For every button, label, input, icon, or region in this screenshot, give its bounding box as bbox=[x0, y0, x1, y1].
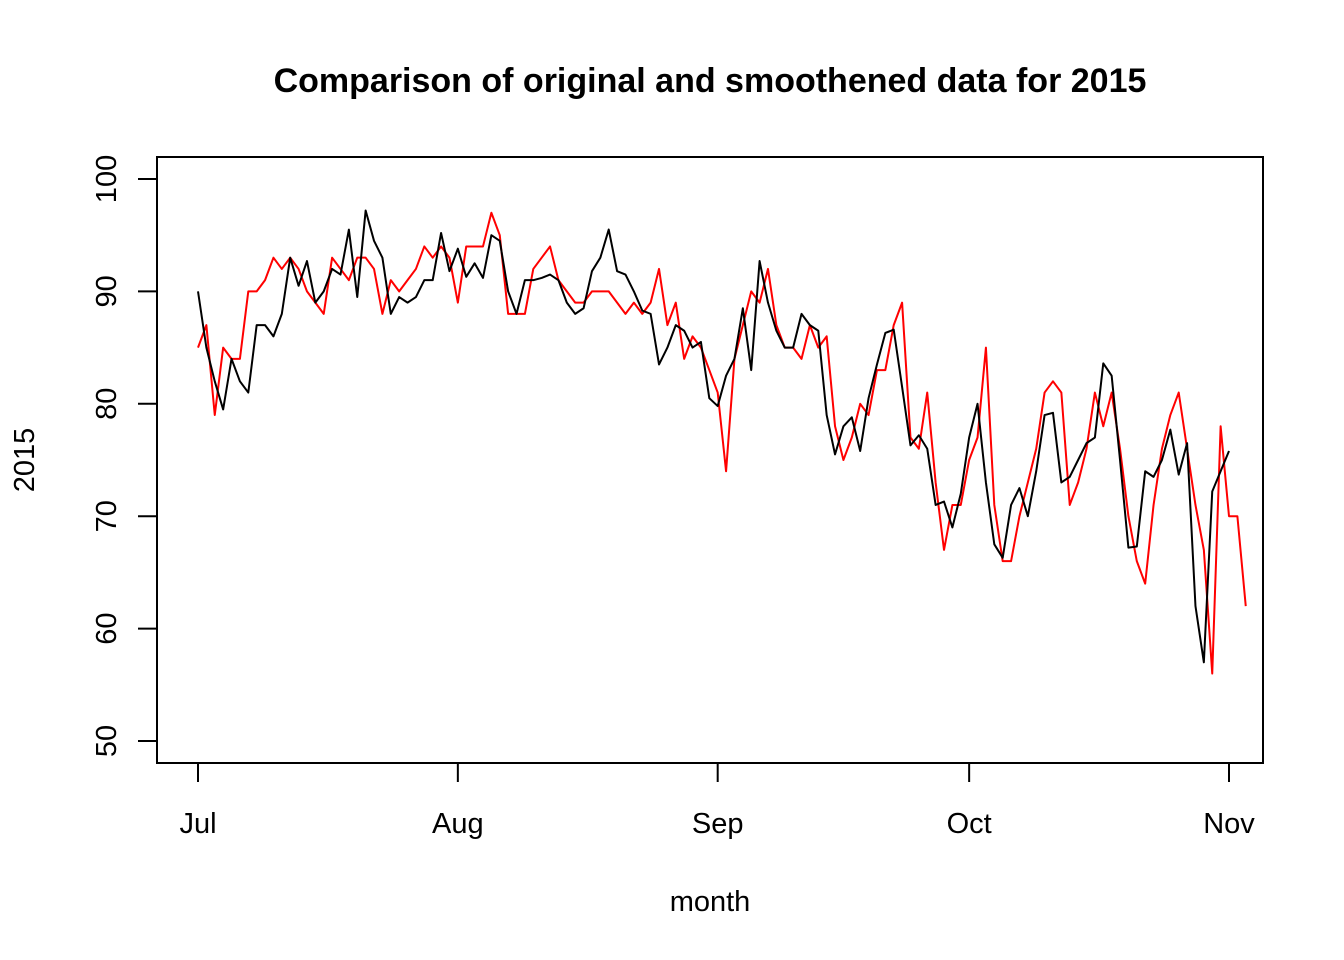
y-tick-label: 70 bbox=[91, 500, 123, 532]
chart-title: Comparison of original and smoothened da… bbox=[274, 62, 1147, 100]
y-tick-label: 60 bbox=[91, 612, 123, 644]
y-tick-label: 100 bbox=[91, 155, 123, 203]
x-axis: Jul Aug Sep Oct Nov bbox=[179, 762, 1255, 840]
y-axis: 50 60 70 80 90 100 bbox=[91, 155, 158, 757]
x-tick-label: Aug bbox=[432, 808, 484, 840]
y-tick-label: 90 bbox=[91, 275, 123, 307]
y-tick-label: 80 bbox=[91, 388, 123, 420]
x-tick-label: Nov bbox=[1203, 808, 1255, 840]
y-axis-label: 2015 bbox=[9, 428, 41, 493]
y-tick-label: 50 bbox=[91, 725, 123, 757]
x-tick-label: Jul bbox=[179, 808, 216, 840]
x-tick-label: Sep bbox=[692, 808, 744, 840]
series-layer bbox=[197, 209, 1247, 675]
x-axis-label: month bbox=[670, 886, 751, 918]
series-line-1 bbox=[197, 211, 1247, 675]
x-tick-label: Oct bbox=[947, 808, 992, 840]
series-line-2 bbox=[197, 209, 1230, 664]
plot-area-frame bbox=[156, 156, 1264, 764]
